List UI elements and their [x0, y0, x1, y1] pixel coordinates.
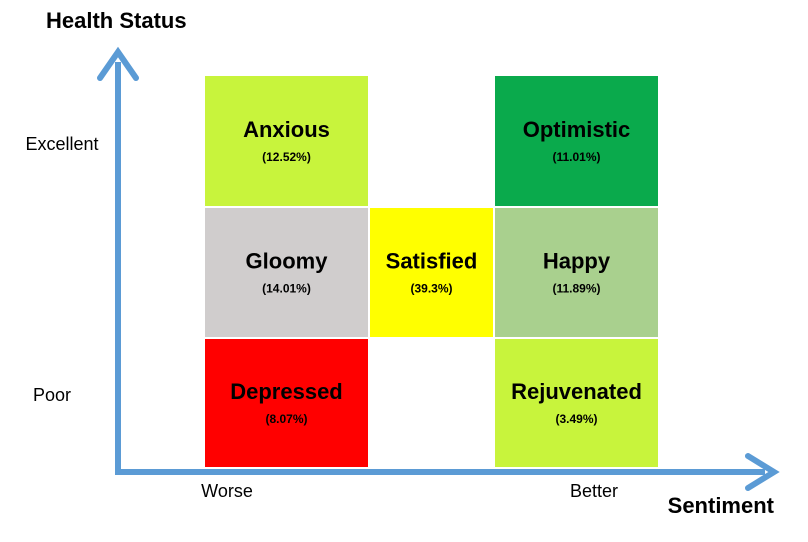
box-share: (11.01%)	[552, 150, 600, 164]
box-share: (12.52%)	[262, 150, 311, 164]
y-high-label: Excellent	[25, 134, 98, 154]
box	[495, 208, 658, 337]
box	[495, 76, 658, 206]
x-high-label: Better	[570, 481, 618, 501]
y-low-label: Poor	[33, 385, 71, 405]
box-label: Gloomy	[246, 248, 329, 273]
box-share: (11.89%)	[552, 282, 600, 296]
box-label: Rejuvenated	[511, 379, 642, 404]
box-label: Depressed	[230, 379, 343, 404]
x-axis-title: Sentiment	[668, 493, 775, 518]
box-label: Anxious	[243, 117, 330, 142]
box-share: (3.49%)	[555, 412, 597, 426]
box	[370, 208, 493, 337]
box-share: (14.01%)	[262, 282, 311, 296]
box	[205, 339, 368, 467]
box	[205, 76, 368, 206]
quadrant-boxes: Anxious (12.52%) Optimistic (11.01%) Gloomy (…	[205, 76, 658, 467]
x-axis-arrow	[745, 453, 780, 491]
y-axis-arrow	[97, 46, 139, 81]
x-low-label: Worse	[201, 481, 253, 501]
y-axis-title: Health Status	[46, 8, 187, 33]
box-label: Happy	[543, 248, 611, 273]
box	[205, 208, 368, 337]
box-label: Optimistic	[523, 117, 631, 142]
box-share: (8.07%)	[265, 412, 307, 426]
box	[495, 339, 658, 467]
box-label: Satisfied	[386, 248, 478, 273]
box-share: (39.3%)	[410, 282, 452, 296]
